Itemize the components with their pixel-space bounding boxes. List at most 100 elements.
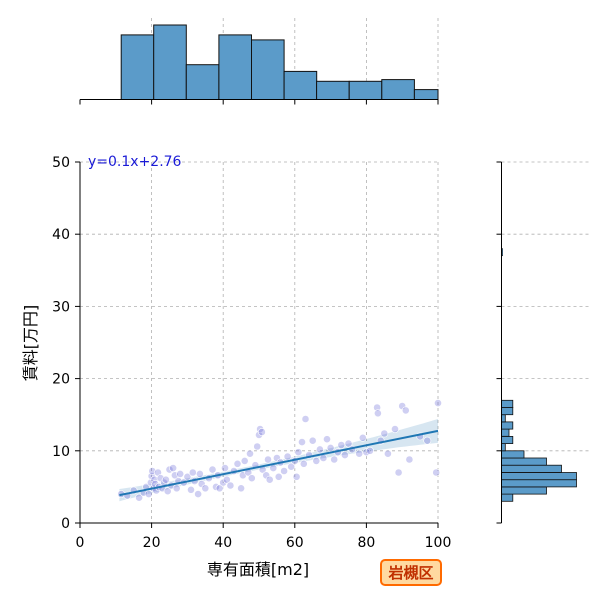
scatter-point-50	[240, 456, 249, 465]
scatter-point-83	[330, 455, 339, 464]
scatter-point-36	[201, 484, 210, 493]
scatter-point-74	[299, 459, 308, 468]
scatter-point-89	[355, 449, 364, 458]
scatter-point-55	[253, 442, 262, 451]
scatter-point-33	[194, 490, 202, 498]
district-badge-box	[380, 559, 442, 586]
scatter-point-69	[287, 462, 296, 471]
scatter-point-75	[301, 415, 310, 423]
scatter-point-94	[373, 409, 382, 418]
x-tick-label-3: 60	[286, 535, 304, 551]
x-tick-label-2: 40	[214, 535, 232, 551]
scatter-point-96	[380, 429, 389, 438]
scatter-point-45	[226, 481, 235, 490]
scatter-points	[117, 399, 442, 502]
scatter-point-58	[257, 428, 266, 436]
x-axis-title: 専有面積[m2]	[207, 560, 309, 579]
right-histogram-ticks	[496, 161, 502, 524]
right-histogram-bar-5	[501, 457, 547, 466]
x-tick-label-4: 80	[357, 535, 375, 551]
district-badge: 岩槻区	[380, 559, 442, 586]
top-histogram-bar-6	[316, 80, 350, 101]
main-plot: 0 20 40 60 80 100 0 10 20 30 40 50 y=0.1x+2.76 専有面…	[21, 154, 451, 579]
right-histogram-bars	[501, 248, 577, 502]
top-histogram-bar-3	[218, 34, 252, 100]
scatter-point-68	[283, 452, 292, 461]
grid-lines	[80, 161, 439, 523]
scatter-point-92	[366, 446, 374, 455]
scatter-point-72	[294, 448, 303, 457]
scatter-point-25	[172, 484, 181, 493]
scatter-point-65	[274, 472, 283, 481]
scatter-point-98	[391, 425, 399, 433]
scatter-point-47	[233, 459, 242, 468]
top-histogram-bar-4	[251, 39, 285, 100]
scatter-point-71	[292, 472, 301, 481]
scatter-point-86	[340, 451, 349, 459]
regression-equation: y=0.1x+2.76	[88, 154, 182, 170]
right-histogram-grid	[501, 161, 590, 452]
y-tick-label-0: 0	[61, 516, 70, 532]
confidence-band	[119, 419, 439, 502]
top-histogram-ticks	[79, 99, 439, 105]
right-histogram-bar-3	[501, 472, 577, 481]
scatter-point-23	[169, 464, 177, 472]
right-histogram-bar-1	[501, 486, 547, 495]
scatter-point-102	[405, 455, 414, 464]
scatter-point-6	[144, 490, 153, 498]
scatter-point-87	[344, 439, 353, 448]
top-histogram-bar-8	[381, 79, 415, 100]
scatter-point-67	[280, 467, 288, 475]
right-histogram-bar-9	[501, 428, 510, 437]
scatter-point-77	[308, 436, 317, 445]
scatter-point-14	[154, 468, 162, 477]
x-tick-label-0: 0	[76, 535, 85, 551]
right-histogram-bar-2	[501, 479, 577, 488]
top-histogram-bars	[120, 24, 439, 101]
scatter-point-104	[423, 436, 432, 445]
scatter-point-105	[432, 468, 441, 477]
x-axis-ticks: 0 20 40 60 80 100	[76, 523, 452, 551]
right-histogram-bar-0	[501, 493, 514, 502]
scatter-point-81	[323, 435, 331, 444]
scatter-point-90	[358, 433, 367, 442]
scatter-point-99	[394, 468, 403, 477]
scatter-point-3	[135, 493, 143, 502]
right-histogram-bar-7	[501, 443, 506, 452]
top-histogram-bar-2	[185, 64, 220, 100]
right-histogram-bar-4	[501, 464, 562, 473]
scatter-point-41	[215, 484, 224, 493]
district-badge-label: 岩槻区	[387, 564, 433, 582]
scatter-point-31	[188, 468, 197, 477]
scatter-point-85	[337, 441, 346, 449]
scatter-point-82	[326, 443, 335, 452]
right-histogram-bar-8	[501, 435, 514, 444]
right-histogram	[496, 161, 590, 524]
right-histogram-bar-13	[501, 399, 514, 408]
scatter-point-53	[247, 474, 256, 483]
y-tick-label-1: 10	[52, 444, 70, 460]
y-tick-label-5: 50	[52, 155, 70, 171]
scatter-point-79	[315, 445, 324, 454]
scatter-point-34	[195, 469, 204, 478]
scatter-point-43	[221, 464, 229, 472]
y-tick-label-3: 30	[52, 299, 70, 315]
x-tick-label-5: 100	[425, 535, 452, 551]
scatter-point-20	[163, 487, 172, 496]
y-axis-ticks: 0 10 20 30 40 50	[52, 155, 80, 532]
scatter-point-106	[434, 399, 442, 407]
scatter-point-73	[298, 438, 306, 446]
top-histogram-bar-9	[413, 89, 439, 100]
top-histogram-bar-5	[283, 70, 318, 101]
y-tick-label-2: 20	[52, 372, 70, 388]
right-histogram-bar-12	[501, 407, 514, 416]
top-histogram	[79, 18, 439, 105]
top-histogram-bar-0	[120, 34, 155, 100]
top-histogram-bar-1	[153, 24, 187, 100]
y-axis-title: 賃料[万円]	[21, 305, 40, 382]
regression-line	[119, 429, 439, 497]
scatter-point-44	[222, 475, 231, 484]
scatter-point-62	[265, 475, 274, 484]
scatter-point-78	[312, 456, 321, 465]
